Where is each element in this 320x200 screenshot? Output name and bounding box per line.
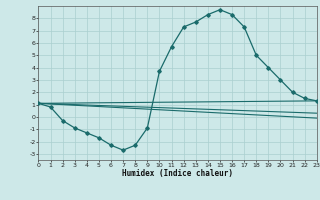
X-axis label: Humidex (Indice chaleur): Humidex (Indice chaleur) (122, 169, 233, 178)
